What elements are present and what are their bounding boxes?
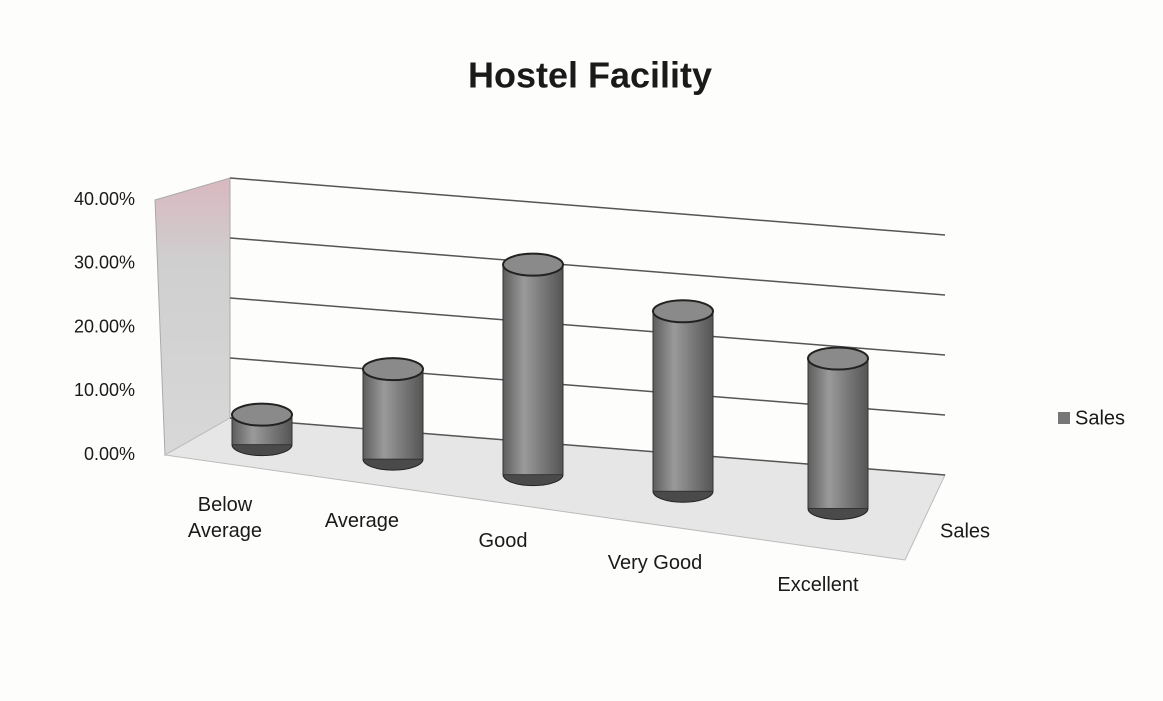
bar-top bbox=[362, 357, 424, 382]
bar-top bbox=[502, 252, 564, 277]
legend-swatch bbox=[1058, 412, 1070, 424]
bar-top bbox=[231, 402, 293, 427]
bar-top bbox=[652, 299, 714, 324]
y-tick-label: 20.00% bbox=[74, 316, 135, 336]
x-tick-label: Good bbox=[478, 530, 528, 552]
bar bbox=[807, 357, 869, 509]
x-tick-label: Average bbox=[324, 510, 400, 532]
legend-label: Sales bbox=[1075, 407, 1125, 429]
x-tick-label: Excellent bbox=[777, 574, 859, 596]
bar bbox=[502, 264, 564, 476]
chart-title: Hostel Facility bbox=[468, 55, 712, 96]
grid-line bbox=[229, 297, 946, 356]
grid-line bbox=[229, 237, 946, 296]
bar bbox=[362, 368, 424, 460]
side-wall bbox=[154, 177, 231, 456]
depth-axis-label: Sales bbox=[940, 520, 990, 542]
bar-top bbox=[807, 346, 869, 371]
y-tick-label: 30.00% bbox=[74, 253, 135, 273]
y-tick-label: 0.00% bbox=[84, 444, 135, 464]
y-tick-label: 10.00% bbox=[74, 380, 135, 400]
bar bbox=[652, 310, 714, 492]
grid-line bbox=[229, 177, 946, 236]
y-tick-label: 40.00% bbox=[74, 189, 135, 209]
x-tick-label: Very Good bbox=[607, 552, 703, 574]
x-tick-label: Below Average bbox=[187, 494, 263, 542]
